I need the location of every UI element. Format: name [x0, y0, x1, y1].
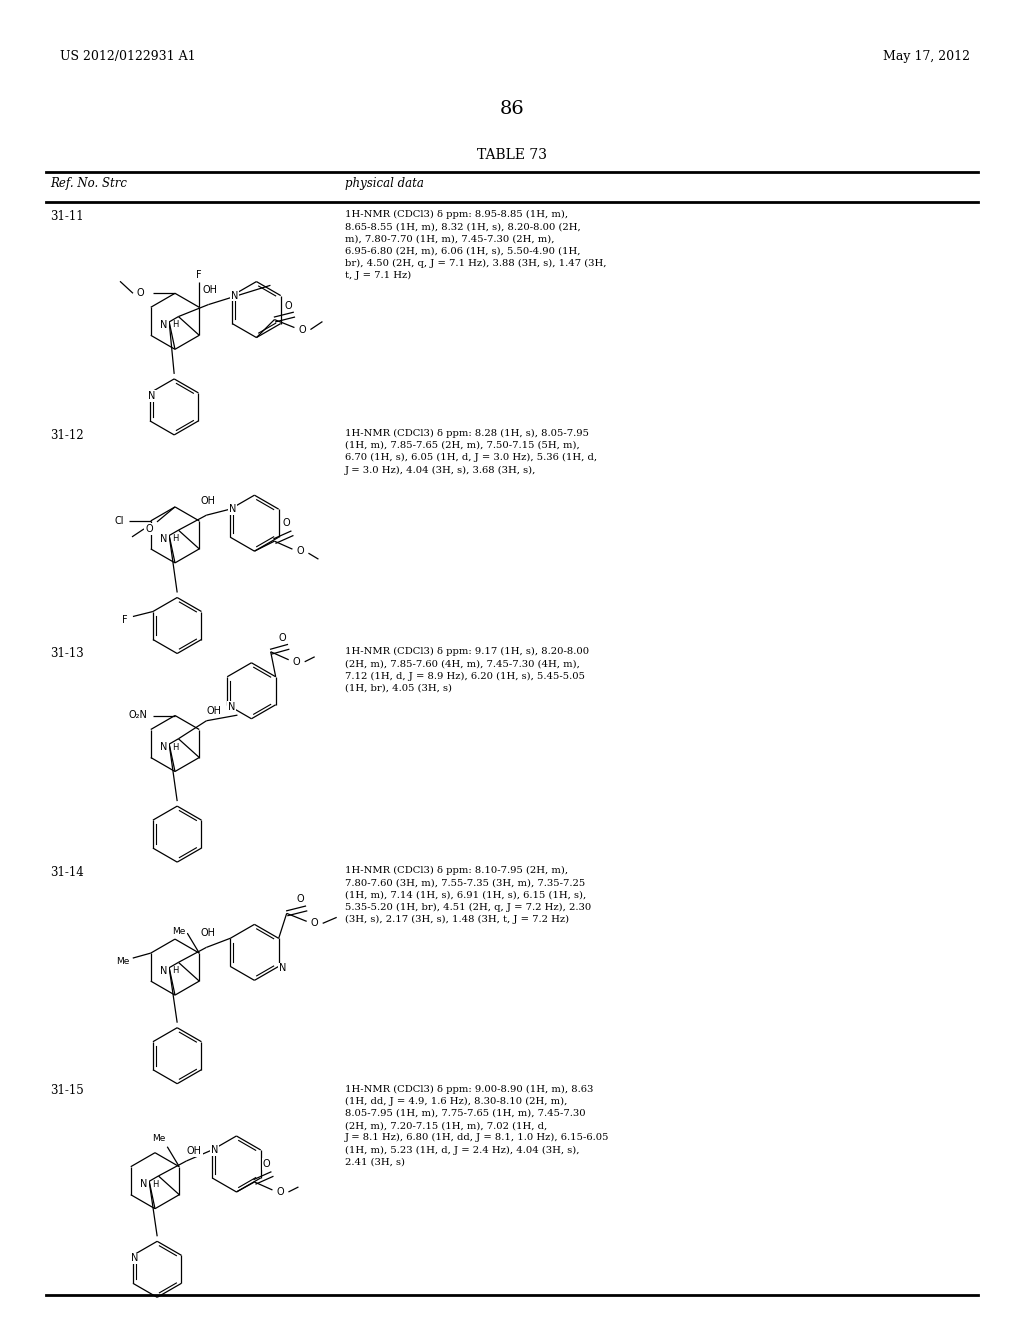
Text: O₂N: O₂N — [129, 710, 147, 721]
Text: O: O — [145, 524, 153, 533]
Text: N: N — [227, 702, 234, 711]
Text: O: O — [311, 919, 318, 928]
Text: 1H-NMR (CDCl3) δ ppm: 8.95-8.85 (1H, m),
8.65-8.55 (1H, m), 8.32 (1H, s), 8.20-8: 1H-NMR (CDCl3) δ ppm: 8.95-8.85 (1H, m),… — [345, 210, 606, 280]
Text: O: O — [283, 519, 290, 528]
Text: 1H-NMR (CDCl3) δ ppm: 8.28 (1H, s), 8.05-7.95
(1H, m), 7.85-7.65 (2H, m), 7.50-7: 1H-NMR (CDCl3) δ ppm: 8.28 (1H, s), 8.05… — [345, 429, 597, 474]
Text: Ref. No. Strc: Ref. No. Strc — [50, 177, 127, 190]
Text: H: H — [172, 743, 178, 751]
Text: N: N — [161, 533, 168, 544]
Text: 31-14: 31-14 — [50, 866, 84, 879]
Text: OH: OH — [203, 285, 218, 294]
Text: OH: OH — [201, 496, 216, 506]
Text: F: F — [122, 615, 128, 624]
Text: H: H — [172, 535, 178, 543]
Text: N: N — [211, 1144, 218, 1155]
Text: Me: Me — [116, 957, 129, 966]
Text: O: O — [136, 288, 143, 298]
Text: Me: Me — [173, 927, 186, 936]
Text: 31-13: 31-13 — [50, 647, 84, 660]
Text: 86: 86 — [500, 100, 524, 117]
Text: 31-15: 31-15 — [50, 1085, 84, 1097]
Text: H: H — [152, 1180, 159, 1189]
Text: Me: Me — [153, 1134, 166, 1143]
Text: N: N — [148, 391, 156, 401]
Text: US 2012/0122931 A1: US 2012/0122931 A1 — [60, 50, 196, 63]
Text: N: N — [161, 966, 168, 975]
Text: 31-12: 31-12 — [50, 429, 84, 442]
Text: H: H — [172, 321, 178, 330]
Text: N: N — [279, 964, 287, 973]
Text: OH: OH — [201, 928, 216, 939]
Text: F: F — [197, 271, 202, 280]
Text: TABLE 73: TABLE 73 — [477, 148, 547, 162]
Text: OH: OH — [187, 1146, 202, 1156]
Text: N: N — [140, 1179, 147, 1189]
Text: O: O — [285, 301, 292, 310]
Text: O: O — [297, 546, 304, 556]
Text: N: N — [161, 742, 168, 752]
Text: 31-11: 31-11 — [50, 210, 84, 223]
Text: Cl: Cl — [114, 516, 124, 525]
Text: N: N — [131, 1253, 138, 1263]
Text: 1H-NMR (CDCl3) δ ppm: 9.00-8.90 (1H, m), 8.63
(1H, dd, J = 4.9, 1.6 Hz), 8.30-8.: 1H-NMR (CDCl3) δ ppm: 9.00-8.90 (1H, m),… — [345, 1085, 609, 1167]
Text: N: N — [230, 290, 238, 301]
Text: O: O — [276, 1187, 285, 1197]
Text: 1H-NMR (CDCl3) δ ppm: 9.17 (1H, s), 8.20-8.00
(2H, m), 7.85-7.60 (4H, m), 7.45-7: 1H-NMR (CDCl3) δ ppm: 9.17 (1H, s), 8.20… — [345, 647, 589, 693]
Text: OH: OH — [207, 706, 222, 715]
Text: N: N — [228, 504, 236, 515]
Text: N: N — [161, 319, 168, 330]
Text: O: O — [293, 657, 300, 667]
Text: O: O — [297, 895, 304, 904]
Text: May 17, 2012: May 17, 2012 — [883, 50, 970, 63]
Text: 1H-NMR (CDCl3) δ ppm: 8.10-7.95 (2H, m),
7.80-7.60 (3H, m), 7.55-7.35 (3H, m), 7: 1H-NMR (CDCl3) δ ppm: 8.10-7.95 (2H, m),… — [345, 866, 591, 924]
Text: O: O — [262, 1159, 270, 1170]
Text: physical data: physical data — [345, 177, 424, 190]
Text: O: O — [279, 632, 287, 643]
Text: O: O — [299, 325, 306, 334]
Text: H: H — [172, 966, 178, 975]
